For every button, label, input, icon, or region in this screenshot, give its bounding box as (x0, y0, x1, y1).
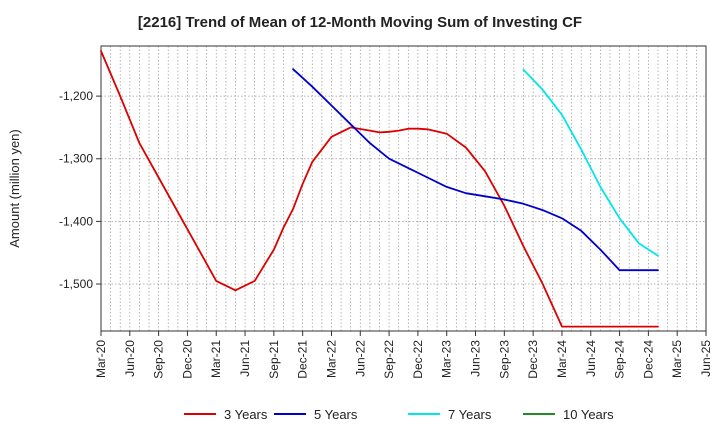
x-tick-label: Dec-23 (526, 340, 540, 379)
legend-label: 10 Years (563, 407, 614, 422)
y-tick-label: -1,400 (59, 214, 93, 228)
chart-title: [2216] Trend of Mean of 12-Month Moving … (137, 14, 583, 31)
x-tick-label: Sep-23 (497, 340, 511, 379)
x-tick-label: Sep-21 (267, 340, 281, 379)
x-tick-label: Sep-22 (382, 340, 396, 379)
x-tick-label: Jun-22 (353, 340, 367, 377)
y-tick-label: -1,200 (59, 89, 93, 103)
x-tick-label: Dec-21 (296, 340, 310, 379)
x-tick-label: Dec-24 (641, 340, 655, 379)
series-line-3-years (100, 50, 659, 328)
x-tick-label: Mar-25 (670, 340, 684, 378)
x-tick-label: Mar-24 (555, 340, 569, 378)
x-tick-label: Mar-21 (209, 340, 223, 378)
x-tick-label: Jun-21 (238, 340, 252, 377)
legend-label: 7 Years (448, 407, 492, 422)
x-tick-label: Dec-22 (411, 340, 425, 379)
y-tick-label: -1,300 (59, 152, 93, 166)
x-tick-label: Sep-24 (613, 340, 627, 379)
legend-label: 3 Years (224, 407, 268, 422)
x-tick-label: Mar-22 (324, 340, 338, 378)
x-tick-label: Mar-20 (94, 340, 108, 378)
series-line-7-years (522, 68, 659, 257)
series-line-5-years (292, 68, 659, 272)
plot-frame (100, 45, 707, 332)
x-tick-label: Jun-20 (123, 340, 137, 377)
y-tick-label: -1,500 (59, 277, 93, 291)
x-tick-label: Jun-25 (699, 340, 713, 377)
legend-label: 5 Years (314, 407, 358, 422)
y-axis-title: Amount (million yen) (7, 129, 22, 248)
x-tick-label: Mar-23 (440, 340, 454, 378)
x-tick-label: Dec-20 (180, 340, 194, 379)
x-tick-label: Jun-23 (469, 340, 483, 377)
x-tick-label: Sep-20 (152, 340, 166, 379)
x-tick-label: Jun-24 (584, 340, 598, 377)
